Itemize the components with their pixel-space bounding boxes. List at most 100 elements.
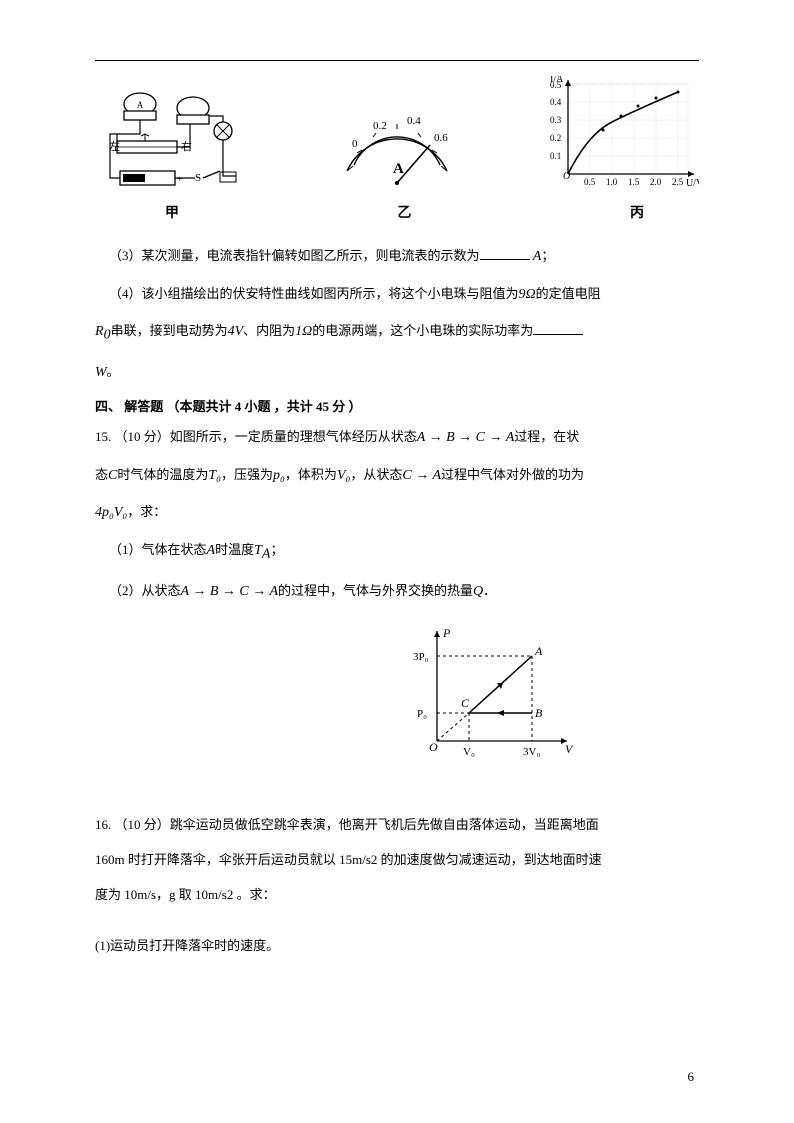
figure-ammeter: 0 0.2 0.4 0.6 A bbox=[327, 101, 467, 196]
q15-T0: T₀ bbox=[208, 468, 221, 483]
q4-1ohm: 1Ω bbox=[295, 324, 312, 339]
q15-s1a: （1）气体在状态 bbox=[109, 542, 207, 557]
iv-chart-svg: O I/A U/V 0.1 0.2 0.3 0.4 0.5 0.5 1.0 1.… bbox=[544, 76, 699, 196]
circuit-svg: A 左 右 + S bbox=[95, 86, 250, 196]
q15-line1: 15. （10 分）如图所示，一定质量的理想气体经历从状态A → B → C →… bbox=[95, 421, 699, 455]
figure-circuit: A 左 右 + S bbox=[95, 86, 250, 196]
svg-text:U/V: U/V bbox=[686, 178, 699, 189]
q15-sub2: （2）从状态A → B → C → A的过程中，气体与外界交换的热量Q． bbox=[95, 575, 699, 609]
q15-V0: V₀ bbox=[337, 468, 350, 483]
svg-text:0.6: 0.6 bbox=[434, 132, 448, 144]
q4-4V: 4V bbox=[228, 324, 244, 339]
q15-s1c: 时温度 bbox=[215, 542, 254, 557]
svg-text:左: 左 bbox=[109, 140, 120, 153]
q15-s2a: （2）从状态 bbox=[109, 583, 181, 598]
svg-text:B: B bbox=[535, 706, 543, 720]
q16-line2: 160m 时打开降落伞，伞张开后运动员就以 15m/s2 的加速度做匀减速运动，… bbox=[95, 844, 699, 875]
q15-l2f: ，从状态 bbox=[350, 467, 402, 482]
q15-line2: 态C时气体的温度为T₀，压强为p₀，体积为V₀，从状态C → A过程中气体对外做… bbox=[95, 459, 699, 493]
q15-l2g: 过程中气体对外做的功为 bbox=[441, 467, 584, 482]
q3-prefix: （3）某次测量，电流表指针偏转如图乙所示，则电流表的示数为 bbox=[109, 248, 480, 263]
q15-s2c: 的过程中，气体与外界交换的热量 bbox=[278, 583, 473, 598]
q15-l3b: ，求： bbox=[127, 504, 166, 519]
q16-line1: 16. （10 分）跳伞运动员做低空跳伞表演，他离开飞机后先做自由落体运动，当距… bbox=[95, 809, 699, 840]
q15-s2-Q: Q bbox=[473, 584, 483, 599]
svg-text:0.2: 0.2 bbox=[373, 120, 387, 132]
figure-iv-chart: O I/A U/V 0.1 0.2 0.3 0.4 0.5 0.5 1.0 1.… bbox=[544, 76, 699, 196]
q15-C: C bbox=[108, 468, 117, 483]
svg-text:P: P bbox=[442, 626, 451, 640]
q3-line: （3）某次测量，电流表指针偏转如图乙所示，则电流表的示数为 A； bbox=[95, 240, 699, 274]
q4-blank bbox=[533, 321, 583, 335]
svg-text:V₀: V₀ bbox=[463, 746, 475, 758]
q15-l2d: ，压强为 bbox=[221, 467, 273, 482]
q15-s1e: ； bbox=[270, 542, 283, 557]
svg-text:O: O bbox=[563, 171, 570, 182]
q4-line3: W。 bbox=[95, 356, 699, 390]
q15-4p0V0: 4p₀V₀ bbox=[95, 505, 127, 520]
q15-CA: C → A bbox=[402, 468, 441, 483]
q15-line3: 4p₀V₀，求： bbox=[95, 496, 699, 530]
q4-9ohm: 9Ω bbox=[519, 287, 536, 302]
svg-text:0.5: 0.5 bbox=[584, 177, 596, 187]
q4-l2f: 的电源两端，这个小电珠的实际功率为 bbox=[312, 323, 533, 338]
svg-text:2.0: 2.0 bbox=[650, 177, 662, 187]
svg-text:2.5: 2.5 bbox=[672, 177, 684, 187]
q15-l1b: 过程，在状 bbox=[514, 429, 579, 444]
q15-l2c: 时气体的温度为 bbox=[117, 467, 208, 482]
q4-line2: R0串联，接到电动势为4V、内阻为1Ω的电源两端，这个小电珠的实际功率为 bbox=[95, 315, 699, 352]
spacer bbox=[95, 779, 699, 809]
q4-R0sub: 0 bbox=[104, 328, 111, 343]
q4-l2b: 串联，接到电动势为 bbox=[111, 323, 228, 338]
q15-l2a: 态 bbox=[95, 467, 108, 482]
q15-s1-A: A bbox=[207, 543, 216, 558]
label-yi: 乙 bbox=[398, 202, 412, 222]
svg-text:A: A bbox=[137, 100, 144, 110]
svg-text:3P₀: 3P₀ bbox=[413, 651, 429, 663]
svg-text:C: C bbox=[461, 696, 470, 710]
q3-blank bbox=[480, 246, 530, 260]
svg-text:V: V bbox=[565, 742, 574, 756]
svg-text:0: 0 bbox=[352, 138, 358, 150]
q15-l1a: 15. （10 分）如图所示，一定质量的理想气体经历从状态 bbox=[95, 429, 417, 444]
svg-text:A: A bbox=[534, 644, 543, 658]
q4-l2d: 、内阻为 bbox=[243, 323, 295, 338]
svg-text:0.3: 0.3 bbox=[550, 115, 562, 125]
q4-period: 。 bbox=[107, 364, 120, 379]
label-jia: 甲 bbox=[165, 202, 179, 222]
svg-text:1.5: 1.5 bbox=[628, 177, 640, 187]
top-rule bbox=[95, 60, 699, 61]
label-bing: 丙 bbox=[630, 202, 644, 222]
svg-text:S: S bbox=[195, 172, 201, 184]
svg-text:0.5: 0.5 bbox=[550, 80, 562, 90]
svg-text:0.4: 0.4 bbox=[550, 97, 562, 107]
figure-labels: 甲 乙 丙 bbox=[95, 202, 699, 222]
svg-text:3V₀: 3V₀ bbox=[523, 746, 540, 758]
q15-l2e: ，体积为 bbox=[285, 467, 337, 482]
svg-text:0.4: 0.4 bbox=[407, 115, 421, 127]
q3-suffix: ； bbox=[541, 248, 554, 263]
figures-row: A 左 右 + S bbox=[95, 76, 699, 196]
q4-W: W bbox=[95, 365, 107, 380]
q15-s2e: ． bbox=[483, 583, 496, 598]
svg-text:+: + bbox=[177, 174, 182, 184]
q16-sub1: (1)运动员打开降落伞时的速度。 bbox=[95, 930, 699, 961]
section-4-title: 四、 解答题 （本题共计 4 小题 ，共计 45 分 ） bbox=[95, 396, 699, 415]
svg-text:O: O bbox=[429, 740, 438, 754]
q15-path: A → B → C → A bbox=[417, 430, 515, 445]
q15-sub1: （1）气体在状态A时温度TA； bbox=[95, 534, 699, 571]
svg-text:0.2: 0.2 bbox=[550, 133, 561, 143]
q4-l1c: 的定值电阻 bbox=[536, 286, 601, 301]
svg-text:1.0: 1.0 bbox=[606, 177, 618, 187]
q4-line1: （4）该小组描绘出的伏安特性曲线如图丙所示，将这个小电珠与阻值为9Ω的定值电阻 bbox=[95, 278, 699, 312]
ammeter-svg: 0 0.2 0.4 0.6 A bbox=[327, 101, 467, 196]
q4-l1a: （4）该小组描绘出的伏安特性曲线如图丙所示，将这个小电珠与阻值为 bbox=[109, 286, 519, 301]
svg-text:0.1: 0.1 bbox=[550, 151, 561, 161]
svg-text:A: A bbox=[393, 161, 404, 177]
q15-s2-path: A → B → C → A bbox=[181, 584, 279, 599]
page-number: 6 bbox=[688, 1069, 695, 1085]
q15-p0: p₀ bbox=[273, 468, 285, 483]
q15-s1-T: T bbox=[254, 543, 262, 558]
pv-diagram: A B C P V O 3P₀ P₀ V₀ 3V₀ bbox=[405, 619, 580, 769]
svg-text:P₀: P₀ bbox=[417, 708, 427, 720]
